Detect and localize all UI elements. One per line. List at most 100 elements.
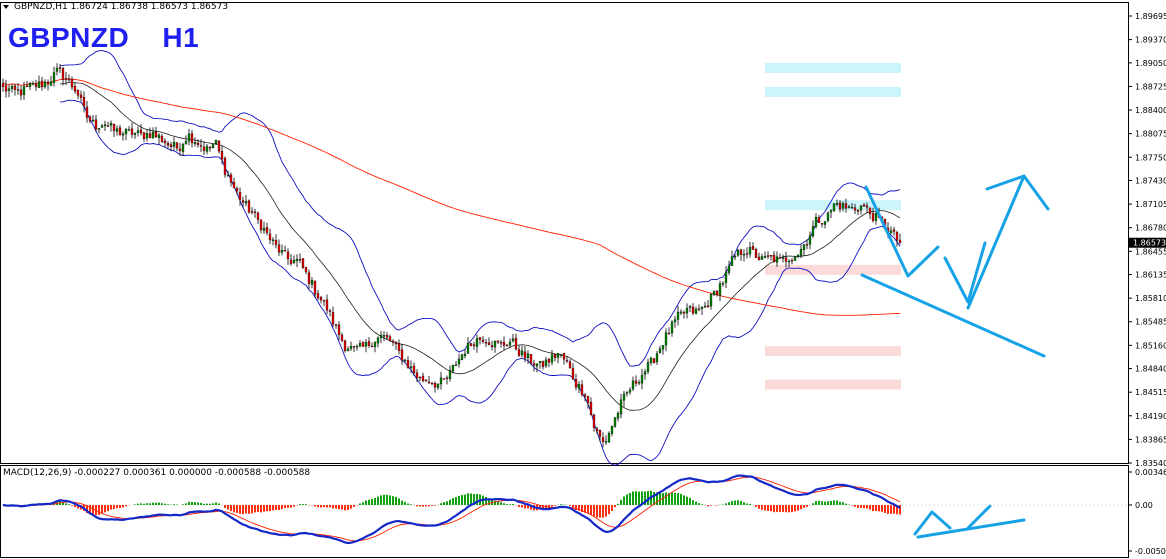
price-tick-label: 1.84190 <box>1135 412 1166 421</box>
price-tick-label: 1.87430 <box>1135 176 1166 185</box>
bear-candle <box>259 219 263 231</box>
bull-candle <box>535 363 539 367</box>
chart-menu-arrow-icon[interactable] <box>3 5 9 9</box>
bull-candle <box>466 342 470 354</box>
bull-candle <box>808 235 812 245</box>
price-tick-label: 1.87750 <box>1135 153 1166 162</box>
bear-candle <box>568 361 572 368</box>
bear-candle <box>298 258 302 261</box>
bear-candle <box>88 116 92 121</box>
bull-candle <box>379 334 383 338</box>
bear-candle <box>583 394 587 397</box>
bear-candle <box>433 383 437 388</box>
bull-candle <box>181 144 185 152</box>
bull-candle <box>358 343 362 347</box>
bear-candle <box>277 244 281 253</box>
bear-candle <box>766 255 770 257</box>
bull-candle <box>448 369 452 379</box>
bull-candle <box>694 308 698 314</box>
bear-candle <box>481 339 485 342</box>
bear-candle <box>265 227 269 233</box>
bull-candle <box>781 256 785 259</box>
bear-candle <box>868 207 872 214</box>
bear-candle <box>316 293 320 299</box>
bull-candle <box>475 338 479 347</box>
bull-candle <box>793 257 797 261</box>
bull-candle <box>184 141 188 145</box>
title-timeframe: H1 <box>162 22 200 53</box>
bull-candle <box>511 338 515 342</box>
bear-candle <box>430 382 434 385</box>
bear-candle <box>190 133 194 144</box>
bull-candle <box>10 85 14 89</box>
bear-candle <box>367 341 371 346</box>
bull-candle <box>733 255 737 258</box>
bear-candle <box>283 250 287 252</box>
macd-tick-label: 0.00 <box>1135 501 1153 510</box>
bear-candle <box>256 212 260 220</box>
symbol-quote-line: GBPNZD,H1 1.86724 1.86738 1.86573 1.8657… <box>14 2 229 12</box>
annotation-line <box>966 504 992 530</box>
macd-tick-label: 0.003464 <box>1135 468 1166 477</box>
bull-candle <box>736 249 740 256</box>
bear-candle <box>112 123 116 131</box>
bull-candle <box>655 353 659 363</box>
bull-candle <box>457 358 461 365</box>
bear-candle <box>478 337 482 340</box>
bull-candle <box>37 81 41 88</box>
bear-candle <box>61 68 65 80</box>
bear-candle <box>691 306 695 314</box>
bear-candle <box>235 188 239 192</box>
bull-candle <box>244 201 248 204</box>
bull-candle <box>127 129 131 131</box>
bear-candle <box>790 259 794 262</box>
bull-candle <box>556 353 560 358</box>
bull-candle <box>460 354 464 360</box>
bear-candle <box>532 363 536 366</box>
bear-candle <box>361 342 365 347</box>
bear-candle <box>502 341 506 346</box>
bull-candle <box>538 361 542 364</box>
bear-candle <box>400 349 404 361</box>
macd-pane-frame <box>0 465 1129 558</box>
bear-candle <box>715 290 719 295</box>
bull-candle <box>439 377 443 385</box>
bull-candle <box>43 81 47 88</box>
bear-candle <box>505 344 509 347</box>
bull-candle <box>604 441 608 443</box>
bear-candle <box>274 240 278 245</box>
price-tick-label: 1.84840 <box>1135 365 1166 374</box>
bear-candle <box>250 211 254 213</box>
bear-candle <box>385 335 389 338</box>
bear-candle <box>337 324 341 336</box>
bear-candle <box>148 133 152 138</box>
bear-candle <box>496 340 500 343</box>
bull-candle <box>850 207 854 209</box>
bear-candle <box>160 135 164 142</box>
bear-candle <box>745 253 749 255</box>
bear-candle <box>223 157 227 175</box>
bull-candle <box>829 210 833 213</box>
bear-candle <box>574 379 578 388</box>
bear-candle <box>301 258 305 268</box>
bear-candle <box>286 251 290 260</box>
bear-candle <box>307 272 311 284</box>
bull-candle <box>859 205 863 211</box>
bull-candle <box>640 374 644 384</box>
bear-candle <box>79 94 83 98</box>
bull-candle <box>133 132 137 135</box>
bear-candle <box>304 266 308 273</box>
bull-candle <box>115 128 119 132</box>
bear-candle <box>391 340 395 343</box>
bull-candle <box>811 226 815 237</box>
bear-candle <box>328 310 332 312</box>
price-tick-label: 1.88725 <box>1135 82 1166 91</box>
bear-candle <box>769 255 773 257</box>
bollinger-upper-band <box>59 50 901 367</box>
bull-candle <box>49 81 53 86</box>
title-symbol: GBPNZD <box>8 22 130 53</box>
bear-candle <box>862 204 866 207</box>
bear-candle <box>601 437 605 442</box>
